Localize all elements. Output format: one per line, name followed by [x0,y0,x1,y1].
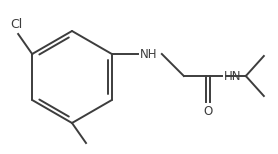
Text: NH: NH [140,47,157,61]
Text: HN: HN [224,69,241,83]
Text: Cl: Cl [10,18,22,31]
Text: O: O [203,105,212,118]
